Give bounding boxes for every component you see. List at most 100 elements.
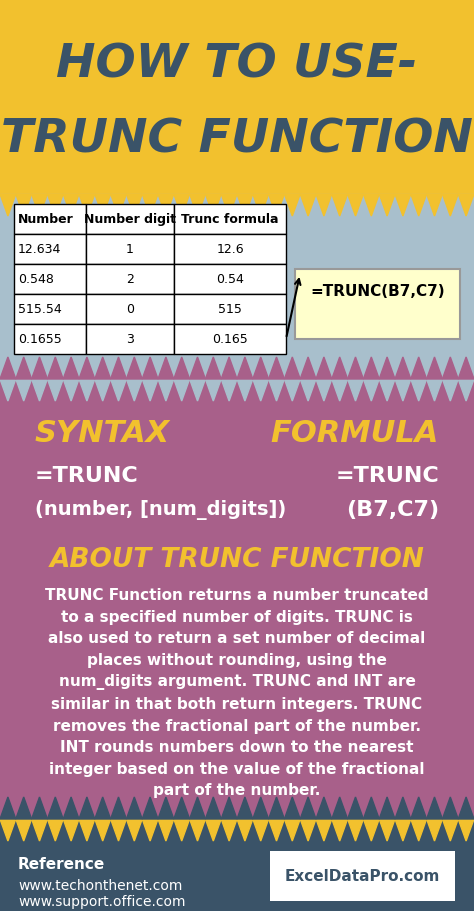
- Polygon shape: [300, 195, 316, 217]
- Polygon shape: [127, 195, 142, 217]
- Polygon shape: [332, 380, 347, 402]
- Polygon shape: [32, 380, 47, 402]
- Text: 515.54: 515.54: [18, 303, 62, 316]
- Polygon shape: [316, 819, 332, 841]
- Polygon shape: [79, 380, 95, 402]
- Text: Number digit: Number digit: [84, 213, 176, 226]
- Text: www.support.office.com: www.support.office.com: [18, 894, 185, 908]
- Text: (B7,C7): (B7,C7): [346, 499, 439, 519]
- Bar: [14, 324, 86, 354]
- Text: Trunc formula: Trunc formula: [181, 213, 279, 226]
- Polygon shape: [142, 358, 158, 380]
- Polygon shape: [221, 380, 237, 402]
- Polygon shape: [316, 380, 332, 402]
- Polygon shape: [32, 195, 47, 217]
- Text: TRUNC Function returns a number truncated
to a specified number of digits. TRUNC: TRUNC Function returns a number truncate…: [45, 588, 429, 797]
- Polygon shape: [63, 358, 79, 380]
- Text: ABOUT TRUNC FUNCTION: ABOUT TRUNC FUNCTION: [50, 547, 424, 572]
- Polygon shape: [190, 819, 205, 841]
- Polygon shape: [142, 797, 158, 819]
- Polygon shape: [142, 380, 158, 402]
- Polygon shape: [205, 195, 221, 217]
- Polygon shape: [364, 195, 379, 217]
- Polygon shape: [16, 195, 32, 217]
- Bar: [0, 0, 474, 195]
- Polygon shape: [300, 797, 316, 819]
- Polygon shape: [0, 819, 16, 841]
- Bar: [86, 324, 174, 354]
- Polygon shape: [16, 380, 32, 402]
- Bar: [174, 265, 286, 294]
- Bar: [14, 265, 86, 294]
- Text: 0.1655: 0.1655: [18, 333, 62, 346]
- Polygon shape: [284, 819, 300, 841]
- Polygon shape: [205, 797, 221, 819]
- Polygon shape: [379, 380, 395, 402]
- Polygon shape: [190, 358, 205, 380]
- Polygon shape: [316, 358, 332, 380]
- Polygon shape: [411, 819, 427, 841]
- Text: =TRUNC: =TRUNC: [35, 466, 139, 486]
- Text: 12.6: 12.6: [216, 243, 244, 256]
- Polygon shape: [332, 797, 347, 819]
- Text: HOW TO USE-: HOW TO USE-: [56, 43, 418, 87]
- Polygon shape: [221, 819, 237, 841]
- Text: 0: 0: [126, 303, 134, 316]
- Polygon shape: [63, 195, 79, 217]
- Polygon shape: [458, 358, 474, 380]
- Polygon shape: [442, 380, 458, 402]
- Polygon shape: [110, 380, 127, 402]
- Polygon shape: [427, 797, 442, 819]
- Polygon shape: [427, 380, 442, 402]
- Polygon shape: [63, 380, 79, 402]
- Polygon shape: [269, 358, 284, 380]
- Polygon shape: [442, 819, 458, 841]
- Polygon shape: [411, 358, 427, 380]
- Text: 515: 515: [218, 303, 242, 316]
- Polygon shape: [411, 195, 427, 217]
- Polygon shape: [347, 797, 364, 819]
- Text: FORMULA: FORMULA: [271, 419, 439, 448]
- Bar: [295, 270, 460, 340]
- Polygon shape: [79, 358, 95, 380]
- Polygon shape: [300, 380, 316, 402]
- Polygon shape: [427, 195, 442, 217]
- Text: www.techonthenet.com: www.techonthenet.com: [18, 878, 182, 892]
- Polygon shape: [32, 797, 47, 819]
- Polygon shape: [347, 358, 364, 380]
- Polygon shape: [395, 819, 411, 841]
- Text: SYNTAX: SYNTAX: [35, 419, 170, 448]
- Polygon shape: [364, 380, 379, 402]
- Polygon shape: [253, 195, 269, 217]
- Polygon shape: [63, 797, 79, 819]
- Polygon shape: [237, 819, 253, 841]
- Polygon shape: [458, 819, 474, 841]
- Polygon shape: [174, 195, 190, 217]
- Polygon shape: [79, 195, 95, 217]
- Polygon shape: [364, 819, 379, 841]
- Polygon shape: [0, 358, 16, 380]
- Polygon shape: [95, 797, 110, 819]
- Polygon shape: [458, 380, 474, 402]
- Polygon shape: [427, 819, 442, 841]
- Bar: [174, 294, 286, 324]
- Polygon shape: [110, 819, 127, 841]
- Text: =TRUNC(B7,C7): =TRUNC(B7,C7): [310, 284, 445, 299]
- Polygon shape: [427, 358, 442, 380]
- Text: Number: Number: [18, 213, 74, 226]
- Polygon shape: [174, 797, 190, 819]
- Bar: [86, 265, 174, 294]
- Polygon shape: [190, 797, 205, 819]
- Polygon shape: [395, 797, 411, 819]
- Text: 0.548: 0.548: [18, 273, 54, 286]
- Polygon shape: [379, 797, 395, 819]
- Polygon shape: [47, 797, 63, 819]
- Polygon shape: [158, 819, 174, 841]
- Polygon shape: [0, 195, 16, 217]
- Polygon shape: [442, 797, 458, 819]
- Polygon shape: [158, 358, 174, 380]
- Polygon shape: [284, 380, 300, 402]
- Text: (number, [num_digits]): (number, [num_digits]): [35, 499, 286, 519]
- Polygon shape: [379, 195, 395, 217]
- Polygon shape: [395, 195, 411, 217]
